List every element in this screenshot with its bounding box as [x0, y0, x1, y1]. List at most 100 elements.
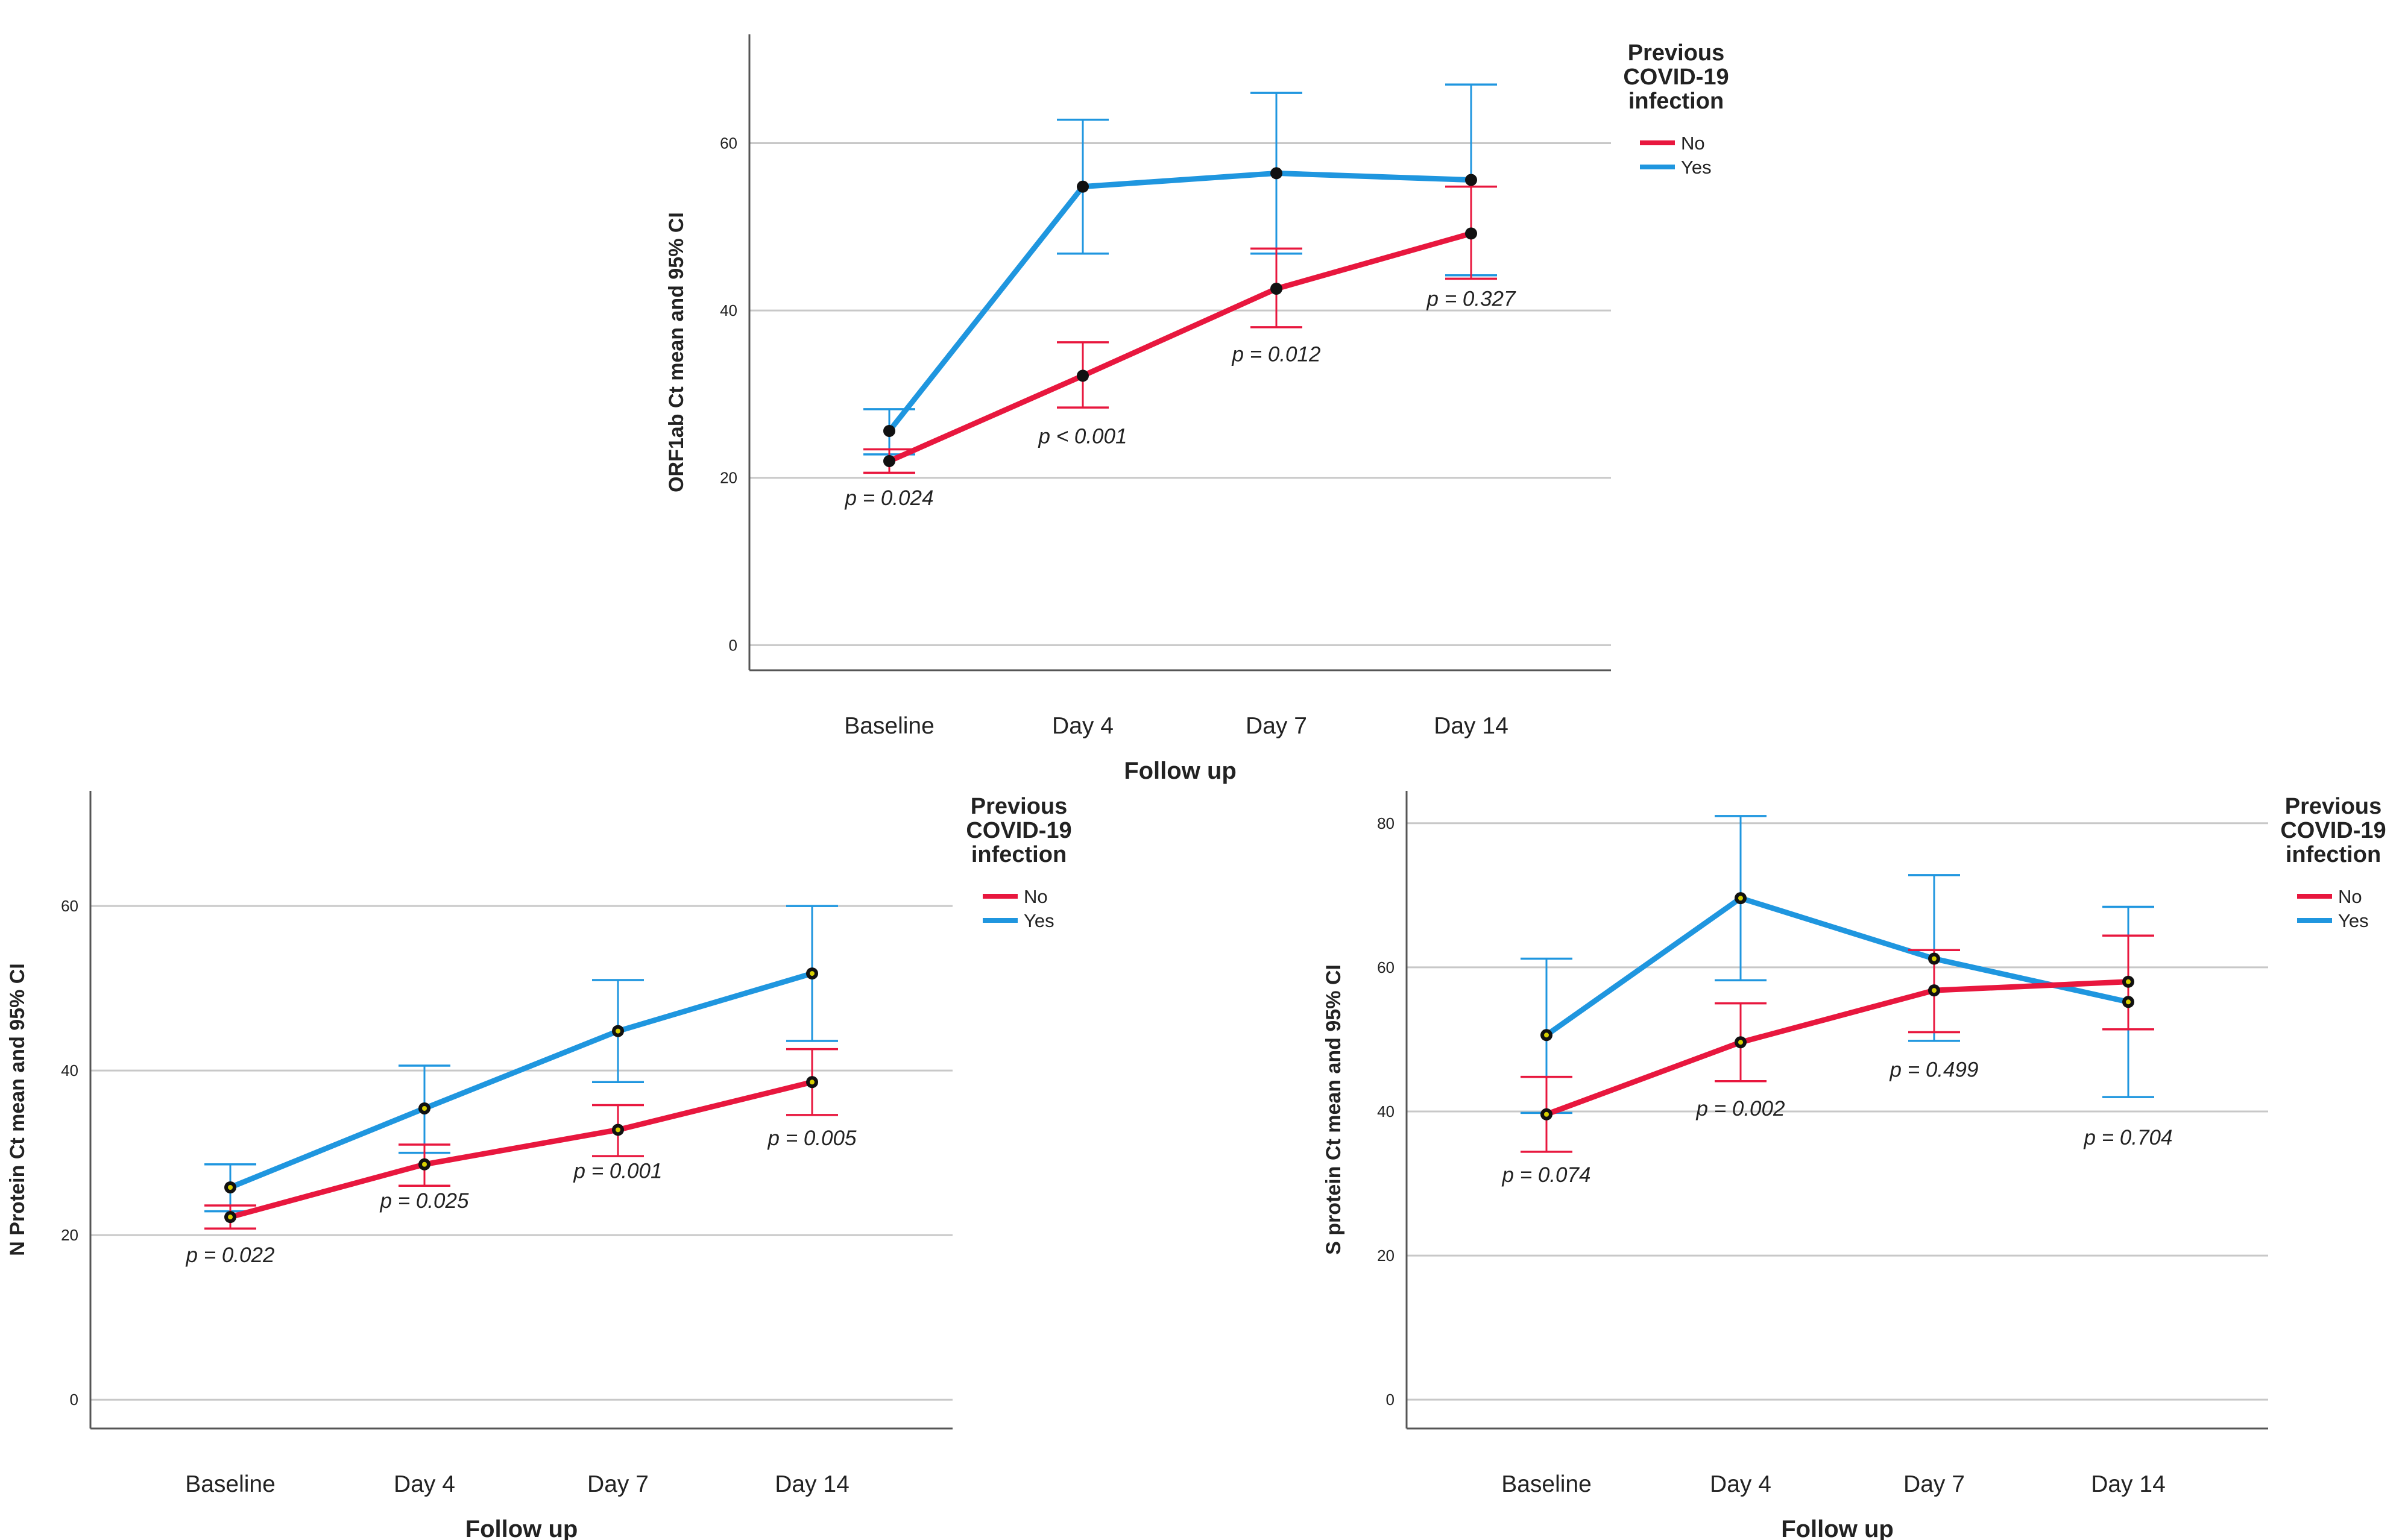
series-yes [1521, 815, 2154, 1114]
y-tick-label: 0 [1386, 1391, 1395, 1409]
p-value-annotation: p = 0.001 [573, 1160, 663, 1183]
data-point-center [422, 1105, 427, 1111]
data-point-center [1932, 956, 1937, 961]
y-axis-title: N Protein Ct mean and 95% CI [6, 963, 29, 1256]
data-point-center [228, 1185, 233, 1190]
p-value-annotation: p = 0.025 [380, 1189, 469, 1213]
data-point-center [422, 1161, 427, 1167]
data-point-center [616, 1028, 620, 1034]
x-axis-title: Follow up [465, 1516, 578, 1540]
data-point [1077, 369, 1089, 382]
p-value-annotation: p = 0.074 [1502, 1163, 1591, 1187]
data-point-center [1544, 1032, 1549, 1038]
series-line-no [886, 230, 1474, 464]
x-tick-label: Baseline [1501, 1471, 1592, 1497]
y-tick-label: 60 [61, 897, 78, 915]
x-tick-label: Day 14 [775, 1471, 849, 1497]
p-value-annotation: p = 0.704 [2084, 1126, 2173, 1149]
p-value-annotation: p = 0.005 [768, 1127, 857, 1150]
legend-title: Previous [971, 794, 1068, 819]
x-tick-label: Day 7 [1903, 1471, 1965, 1497]
data-point-center [2126, 999, 2131, 1005]
data-point-center [616, 1127, 620, 1133]
chart-panel-3: 0 20 40 60 80 Baseline Day 4 Day 7 Day 14 Follow … [1322, 791, 2386, 1540]
x-tick-label: Day 4 [1710, 1471, 1771, 1497]
y-tick-label: 20 [720, 469, 737, 487]
x-tick-label: Day 7 [587, 1471, 649, 1497]
data-point-center [810, 1080, 815, 1085]
legend-title: infection [1628, 89, 1724, 114]
y-tick-label: 40 [61, 1061, 78, 1080]
x-axis-title: Follow up [1781, 1516, 1894, 1540]
x-tick-label: Day 4 [394, 1471, 455, 1497]
chart-panel-1: 0 20 40 60 Baseline Day 4 Day 7 Day 14 Follow up… [665, 34, 1729, 784]
y-tick-label: 40 [1377, 1102, 1395, 1120]
series-line-no [1543, 979, 2131, 1117]
p-value-annotation: p = 0.024 [845, 486, 934, 510]
data-point-center [810, 971, 815, 976]
legend-title: COVID-19 [2280, 818, 2386, 843]
data-point-center [1738, 1040, 1743, 1045]
x-tick-label: Day 14 [2091, 1471, 2166, 1497]
legend-title: Previous [1628, 40, 1725, 66]
series-yes [863, 83, 1497, 456]
series-yes [204, 905, 838, 1213]
data-point [1270, 283, 1282, 295]
p-value-annotation: p = 0.012 [1232, 342, 1321, 366]
legend-label-yes: Yes [1681, 157, 1712, 178]
series-line-yes [1543, 895, 2131, 1038]
data-point-center [2126, 979, 2131, 984]
p-value-annotation: p = 0.002 [1696, 1097, 1785, 1120]
x-tick-label: Baseline [185, 1471, 276, 1497]
legend-label-no: No [2338, 886, 2362, 907]
data-point [1077, 180, 1089, 193]
data-point-center [1932, 988, 1937, 993]
legend-label-yes: Yes [2338, 910, 2369, 931]
x-axis-title: Follow up [1124, 758, 1237, 784]
series-line-no [227, 1079, 815, 1220]
legend-title: infection [2286, 842, 2381, 867]
y-axis-title: S protein Ct mean and 95% CI [1322, 964, 1345, 1255]
x-tick-label: Baseline [844, 713, 935, 739]
legend-title: COVID-19 [1623, 64, 1729, 90]
y-tick-label: 60 [1377, 958, 1395, 976]
p-value-annotation: p = 0.327 [1426, 288, 1516, 311]
y-tick-label: 80 [1377, 814, 1395, 832]
data-point [883, 424, 895, 437]
data-point-center [1738, 896, 1743, 901]
x-tick-label: Day 7 [1246, 713, 1307, 739]
y-tick-label: 0 [729, 636, 737, 654]
legend-label-yes: Yes [1024, 910, 1054, 931]
y-tick-label: 20 [1377, 1246, 1395, 1265]
series-line-yes [886, 170, 1474, 434]
x-tick-label: Day 14 [1434, 713, 1508, 739]
series-no [863, 185, 1497, 474]
legend-label-no: No [1024, 886, 1048, 907]
p-value-annotation: p = 0.499 [1890, 1058, 1979, 1082]
data-point-center [1544, 1111, 1549, 1117]
y-tick-label: 40 [720, 301, 737, 319]
data-point-center [228, 1215, 233, 1220]
legend-label-no: No [1681, 133, 1705, 154]
y-tick-label: 60 [720, 134, 737, 152]
legend-title: COVID-19 [966, 818, 1071, 843]
data-point [883, 454, 895, 467]
legend-title: infection [971, 842, 1067, 867]
p-value-annotation: p < 0.001 [1038, 424, 1127, 448]
x-tick-label: Day 4 [1052, 713, 1114, 739]
legend-title: Previous [2285, 794, 2382, 819]
series-line-yes [227, 970, 815, 1190]
y-axis-title: ORF1ab Ct mean and 95% CI [665, 212, 688, 492]
y-tick-label: 0 [70, 1391, 78, 1409]
chart-panel-2: 0 20 40 60 Baseline Day 4 Day 7 Day 14 Follow up… [6, 791, 1072, 1540]
data-point [1465, 227, 1477, 240]
y-tick-label: 20 [61, 1226, 78, 1244]
data-point [1465, 174, 1477, 186]
data-point [1270, 167, 1282, 180]
p-value-annotation: p = 0.022 [186, 1243, 275, 1267]
series-no [1521, 934, 2154, 1153]
